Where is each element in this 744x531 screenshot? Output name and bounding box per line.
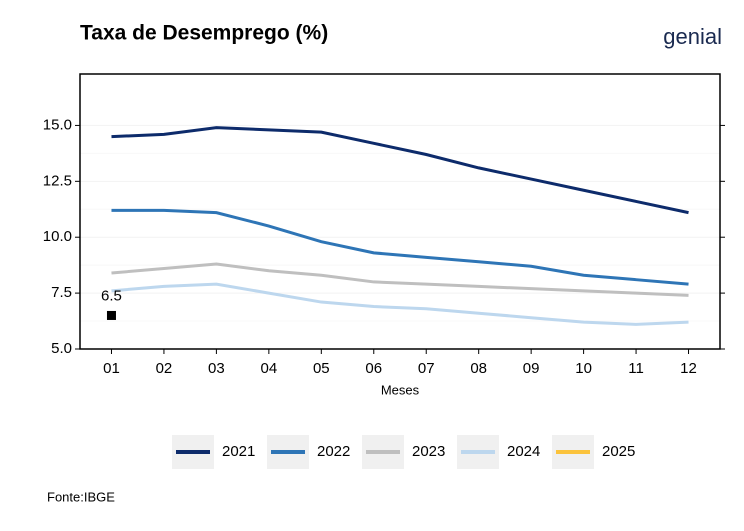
- x-tick-label: 12: [680, 360, 697, 377]
- legend-label: 2025: [602, 443, 635, 460]
- series-line: [111, 262, 689, 297]
- legend-label: 2021: [222, 443, 255, 460]
- plot-frame: [79, 73, 721, 350]
- y-tick-label: 10.0: [43, 228, 72, 245]
- y-tick-label: 7.5: [51, 284, 72, 301]
- source: Fonte:IBGE: [47, 489, 115, 504]
- series-line: [111, 126, 689, 215]
- x-tick-label: 01: [103, 360, 120, 377]
- data-label: 6.5: [101, 287, 122, 304]
- logo: genial: [663, 24, 722, 49]
- chart-title: Taxa de Desemprego (%): [80, 22, 328, 45]
- series-line: [111, 208, 689, 286]
- x-tick-label: 08: [470, 360, 487, 377]
- y-tick-label: 15.0: [43, 116, 72, 133]
- x-tick-label: 07: [418, 360, 435, 377]
- x-tick-label: 03: [208, 360, 225, 377]
- x-tick-label: 09: [523, 360, 540, 377]
- x-tick-label: 02: [156, 360, 173, 377]
- legend-label: 2023: [412, 443, 445, 460]
- legend-label: 2022: [317, 443, 350, 460]
- x-tick-label: 04: [261, 360, 278, 377]
- x-tick-label: 10: [575, 360, 592, 377]
- y-tick-label: 12.5: [43, 172, 72, 189]
- point-marker: [106, 310, 116, 320]
- y-tick-label: 5.0: [51, 340, 72, 357]
- x-tick-label: 05: [313, 360, 330, 377]
- series-line: [111, 282, 689, 326]
- x-tick-label: 11: [628, 360, 644, 377]
- x-tick-label: 06: [365, 360, 382, 377]
- legend-label: 2024: [507, 443, 540, 460]
- x-axis-label: Meses: [381, 382, 420, 397]
